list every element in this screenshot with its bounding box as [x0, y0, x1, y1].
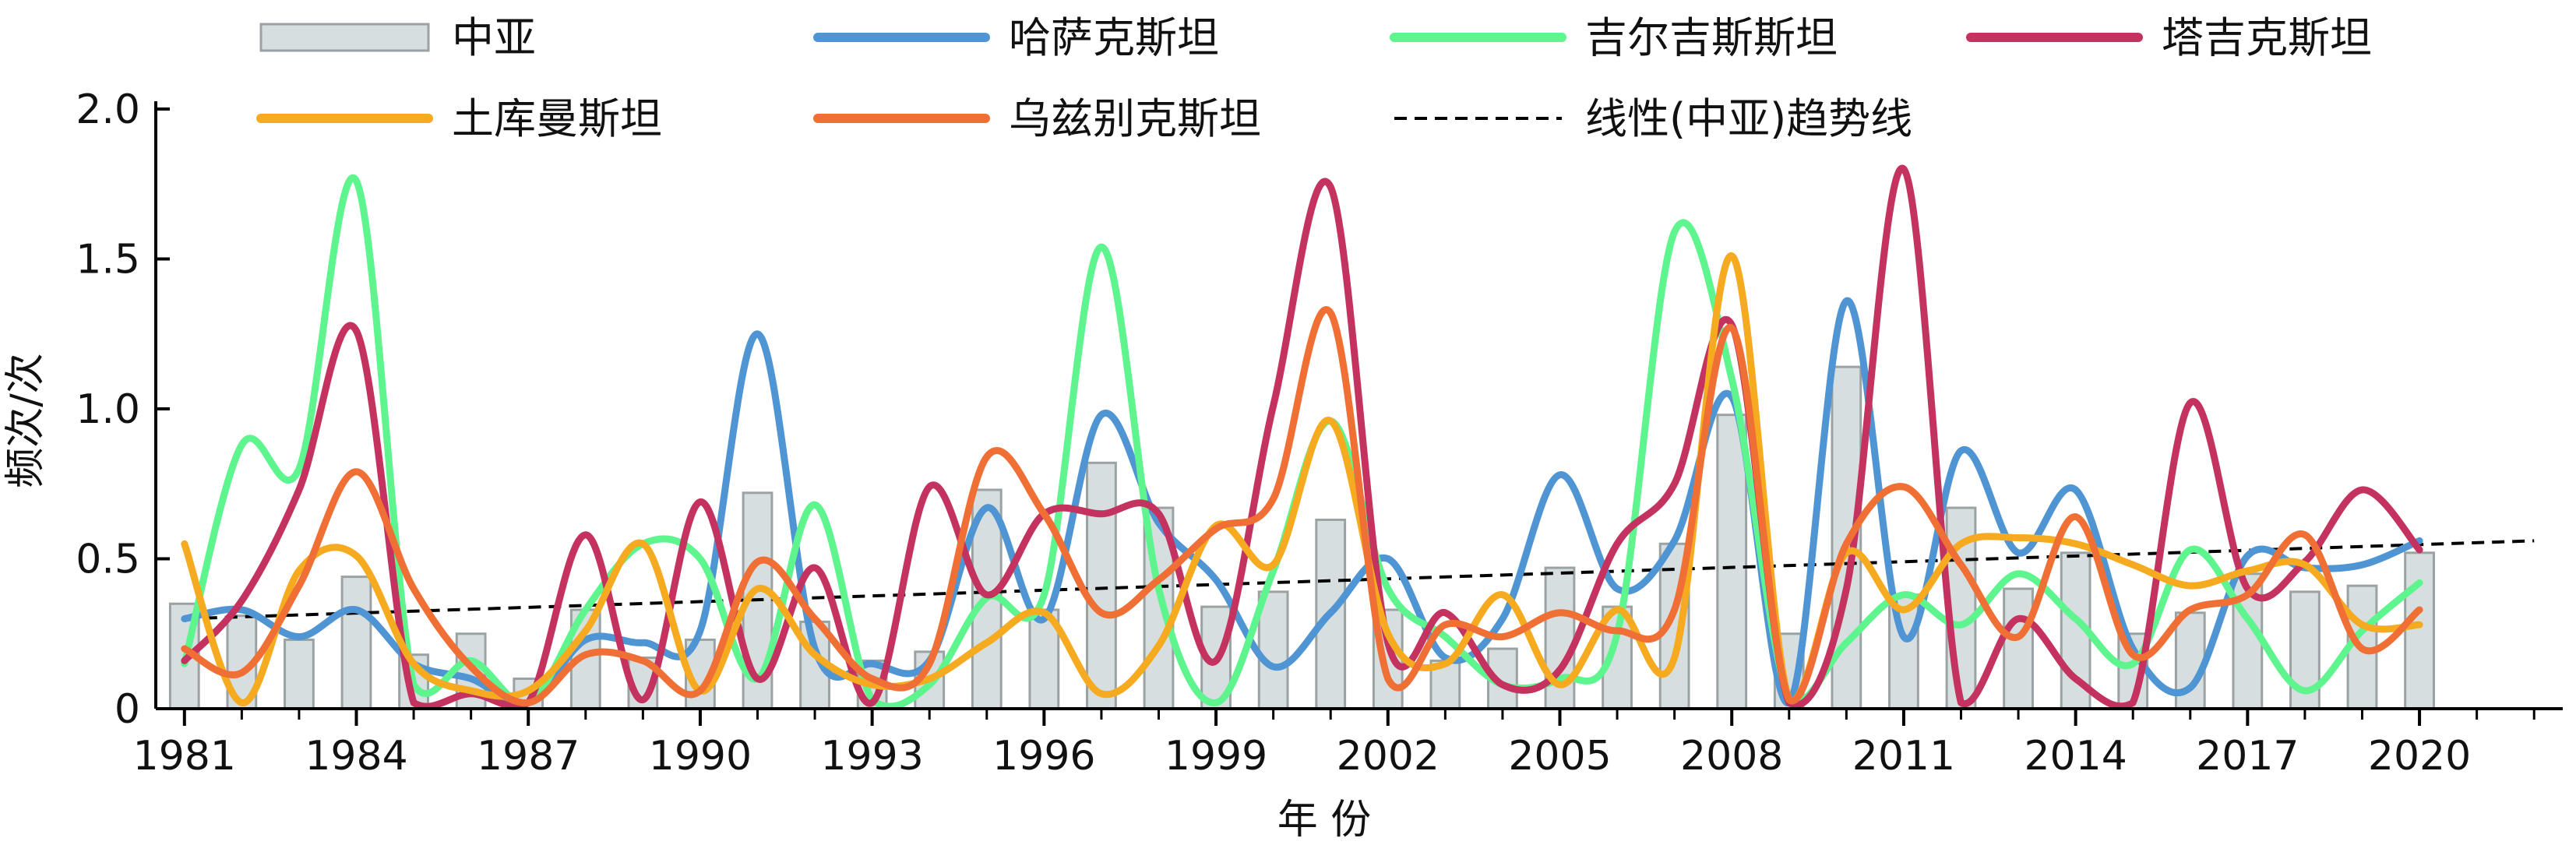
legend-label: 塔吉克斯坦	[2162, 13, 2372, 62]
legend-item-2: 哈萨克斯坦	[813, 13, 1219, 62]
x-tick-label-1999: 1999	[1165, 733, 1267, 780]
x-tick-label-1993: 1993	[820, 733, 923, 780]
legend-item-3: 吉尔吉斯斯坦	[1390, 13, 1838, 62]
bar-2020	[2404, 551, 2435, 710]
legend-label: 哈萨克斯坦	[1009, 13, 1219, 62]
y-tick-label-1.0: 1.0	[76, 386, 140, 433]
axes-group: 0 0.5 1.0 1.5 2.0 1981 1984 1987 1990 1993 1996 199…	[76, 86, 2563, 780]
series-line-4	[181, 252, 2423, 706]
bar-2008	[1716, 414, 1748, 710]
y-axis-label: 频次/次	[2, 353, 49, 488]
x-tick-label-1987: 1987	[477, 733, 580, 780]
series-line-2	[181, 174, 2423, 710]
legend-label: 乌兹别克斯坦	[1009, 94, 1261, 143]
x-tick-label-1996: 1996	[992, 733, 1095, 780]
legend-label: 土库曼斯坦	[452, 94, 662, 143]
series-line-5	[181, 306, 2423, 706]
x-tick-label-2014: 2014	[2024, 733, 2127, 780]
legend-item-1: 中亚	[259, 13, 536, 62]
x-tick-label-1981: 1981	[133, 733, 236, 780]
legend-swatch-bar	[259, 23, 430, 52]
x-tick-label-2020: 2020	[2368, 733, 2471, 780]
y-tick-label-1.5: 1.5	[76, 237, 140, 283]
bar-1997	[1086, 461, 1117, 710]
bar-1983	[284, 638, 315, 710]
y-tick-label-0: 0	[115, 686, 140, 733]
x-tick-label-2008: 2008	[1680, 733, 1783, 780]
x-axis-label: 年 份	[1277, 797, 1372, 843]
legend-label: 吉尔吉斯斯坦	[1585, 13, 1838, 62]
legend-item-5: 土库曼斯坦	[256, 94, 662, 143]
x-tick-label-1990: 1990	[649, 733, 752, 780]
series-line-3	[181, 164, 2423, 710]
x-tick-label-2011: 2011	[1852, 733, 1955, 780]
legend-label: 线性(中亚)趋势线	[1585, 94, 1912, 143]
x-tick-label-2002: 2002	[1337, 733, 1440, 780]
bar-1984	[340, 576, 372, 710]
bar-2000	[1257, 590, 1289, 710]
y-tick-label-2.0: 2.0	[76, 86, 140, 133]
legend-item-7: 线性(中亚)趋势线	[1394, 94, 1912, 143]
y-tick-label-0.5: 0.5	[76, 537, 140, 583]
x-tick-label-1984: 1984	[305, 733, 407, 780]
lines-group	[181, 164, 2423, 710]
legend-item-4: 塔吉克斯坦	[1966, 13, 2372, 62]
legend-label: 中亚	[452, 13, 536, 62]
x-tick-label-2005: 2005	[1508, 733, 1611, 780]
legend-item-6: 乌兹别克斯坦	[813, 94, 1261, 143]
x-tick-label-2017: 2017	[2196, 733, 2299, 780]
bar-2013	[2003, 587, 2034, 710]
